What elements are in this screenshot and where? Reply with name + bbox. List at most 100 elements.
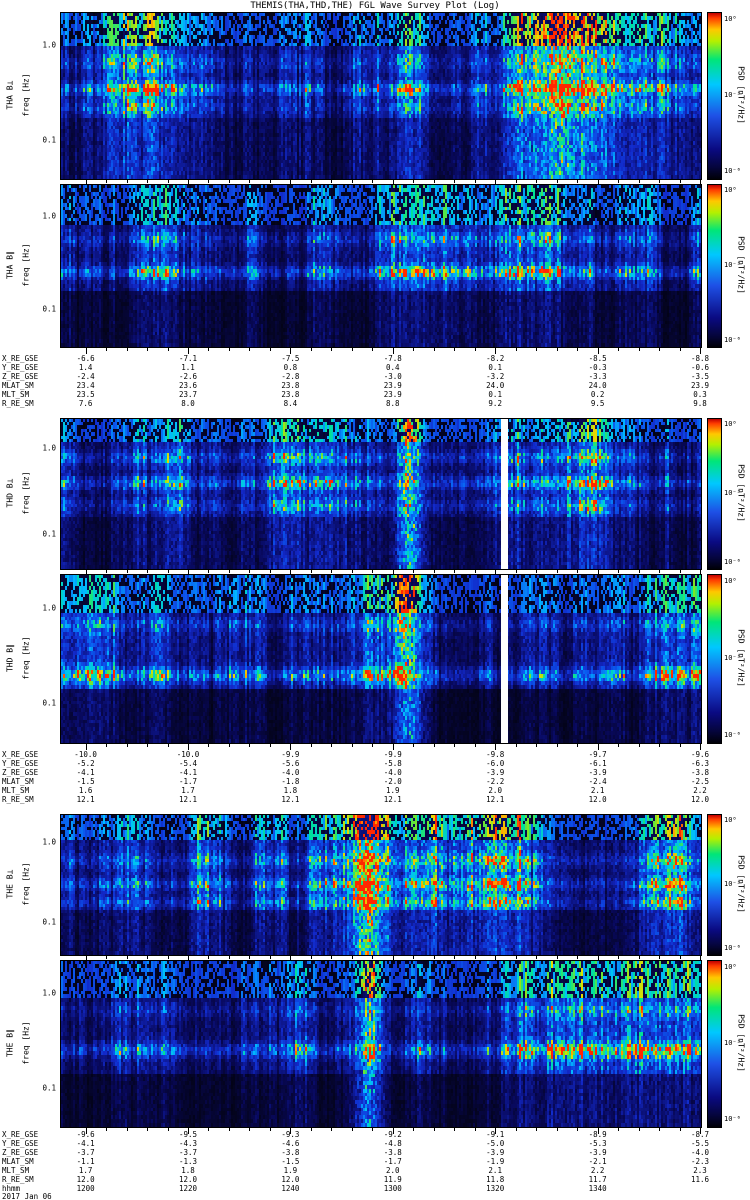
minor-tick	[269, 570, 271, 573]
minor-tick	[679, 570, 681, 573]
major-tick	[495, 956, 497, 962]
ephemeris-value: -1.1	[76, 1157, 95, 1166]
ephemeris-value: 8.0	[181, 399, 195, 408]
ephemeris-value: 23.8	[281, 390, 300, 399]
minor-tick	[310, 744, 312, 747]
minor-tick	[208, 570, 210, 573]
time-axis-row: hhmm 1200 1220 1240 1300 1320 1340	[0, 1184, 750, 1193]
minor-tick	[536, 570, 538, 573]
minor-tick	[147, 180, 149, 183]
minor-tick	[351, 180, 353, 183]
minor-tick	[413, 1128, 415, 1131]
ephemeris-value: -3.5	[690, 372, 710, 381]
major-tick	[700, 956, 701, 962]
freq-axis-label: freq [Hz]	[21, 862, 31, 906]
minor-tick	[310, 348, 312, 351]
ephemeris-row: MLAT_SM -1.1 -1.3 -1.5 -1.7 -1.9 -2.1 -2.3	[0, 1157, 750, 1166]
colorbar-tick: 10⁰	[724, 14, 737, 23]
minor-tick	[679, 348, 681, 351]
ephemeris-value: -10.0	[176, 750, 200, 759]
ephemeris-value: -1.3	[178, 1157, 198, 1166]
ephemeris-row: X_RE_GSE -10.0 -10.0 -9.9 -9.9 -9.8 -9.7 -9.6	[0, 750, 750, 759]
colorbar-tick: 10⁰	[724, 962, 737, 971]
ephemeris-value: 12.0	[690, 795, 710, 804]
ephemeris-value: -2.2	[486, 777, 505, 786]
minor-tick	[577, 956, 579, 959]
freq-tick: 0.1	[42, 304, 56, 314]
ephemeris-value: -9.6	[76, 1130, 95, 1139]
minor-tick	[433, 348, 435, 351]
colorbar-label: PSD [nT²/Hz]	[736, 629, 746, 687]
time-axis-ticks	[60, 180, 702, 186]
minor-tick	[106, 348, 108, 351]
major-tick	[188, 744, 189, 750]
ephemeris-value: 1.8	[181, 1166, 195, 1175]
ephemeris-value: -9.7	[588, 750, 607, 759]
minor-tick	[310, 180, 312, 183]
minor-tick	[167, 744, 169, 747]
minor-tick	[515, 570, 517, 573]
minor-tick	[413, 744, 415, 747]
minor-tick	[269, 744, 271, 747]
ephemeris-row-label: R_RE_SM	[2, 399, 34, 408]
ephemeris-row: R_RE_SM 12.0 12.0 12.0 11.9 11.8 11.7 11.6	[0, 1175, 750, 1184]
ephemeris-value: 0.2	[590, 390, 605, 399]
major-tick	[392, 1128, 394, 1134]
ephemeris-row-label: Y_RE_GSE	[2, 759, 39, 768]
major-tick	[290, 570, 292, 576]
ephemeris-row: Y_RE_GSE -5.2 -5.4 -5.6 -5.8 -6.0 -6.1 -6.3	[0, 759, 750, 768]
minor-tick	[147, 1128, 149, 1131]
ephemeris-value: -3.9	[486, 768, 505, 777]
ephemeris-value: -7.8	[383, 354, 402, 363]
ephemeris-row-label: MLT_SM	[2, 390, 30, 399]
minor-tick	[372, 956, 374, 959]
minor-tick	[126, 956, 128, 959]
minor-tick	[577, 180, 579, 183]
minor-tick	[515, 348, 517, 351]
freq-axis-label: freq [Hz]	[21, 1021, 31, 1065]
time-axis-label: hhmm	[2, 1184, 21, 1193]
minor-tick	[577, 570, 579, 573]
minor-tick	[106, 180, 108, 183]
ephemeris-value: 1.9	[283, 1166, 298, 1175]
ephemeris-value: 1.7	[78, 1166, 93, 1175]
ephemeris-value: 2.0	[386, 1166, 400, 1175]
time-tick-label: 1320	[486, 1184, 505, 1193]
minor-tick	[331, 348, 333, 351]
ephemeris-value: -8.2	[486, 354, 505, 363]
minor-tick	[454, 570, 456, 573]
major-tick	[495, 570, 497, 576]
ephemeris-value: 1.1	[181, 363, 195, 372]
freq-axis-label: freq [Hz]	[21, 243, 31, 287]
minor-tick	[331, 744, 333, 747]
minor-tick	[106, 744, 108, 747]
minor-tick	[228, 1128, 230, 1131]
colorbar-label: PSD [nT²/Hz]	[736, 855, 746, 913]
minor-tick	[351, 956, 353, 959]
ephemeris-value: -3.3	[588, 372, 607, 381]
ephemeris-value: 12.1	[178, 795, 198, 804]
ephemeris-value: 23.9	[383, 390, 402, 399]
minor-tick	[679, 956, 681, 959]
freq-tick: 1.0	[42, 211, 56, 221]
ephemeris-row: MLAT_SM -1.5 -1.7 -1.8 -2.0 -2.2 -2.4 -2.5	[0, 777, 750, 786]
colorbar-tick: 10⁻³	[724, 489, 741, 497]
minor-tick	[413, 956, 415, 959]
minor-tick	[126, 570, 128, 573]
colorbar-tick: 10⁻⁶	[724, 1115, 741, 1124]
minor-tick	[351, 1128, 353, 1131]
spectrogram-canvas	[60, 960, 702, 1128]
minor-tick	[372, 348, 374, 351]
major-tick	[597, 1128, 599, 1134]
major-tick	[495, 744, 497, 750]
minor-tick	[147, 348, 149, 351]
colorbar-tick: 10⁻⁶	[724, 167, 741, 176]
ephemeris-value: -6.6	[76, 354, 95, 363]
minor-tick	[536, 348, 538, 351]
colorbar-gradient	[707, 12, 722, 180]
ephemeris-row: R_RE_SM 12.1 12.1 12.1 12.1 12.1 12.0 12.0	[0, 795, 750, 804]
ephemeris-row-label: R_RE_SM	[2, 1175, 34, 1184]
minor-tick	[331, 1128, 333, 1131]
minor-tick	[638, 180, 640, 183]
ephemeris-row-label: X_RE_GSE	[2, 354, 39, 363]
